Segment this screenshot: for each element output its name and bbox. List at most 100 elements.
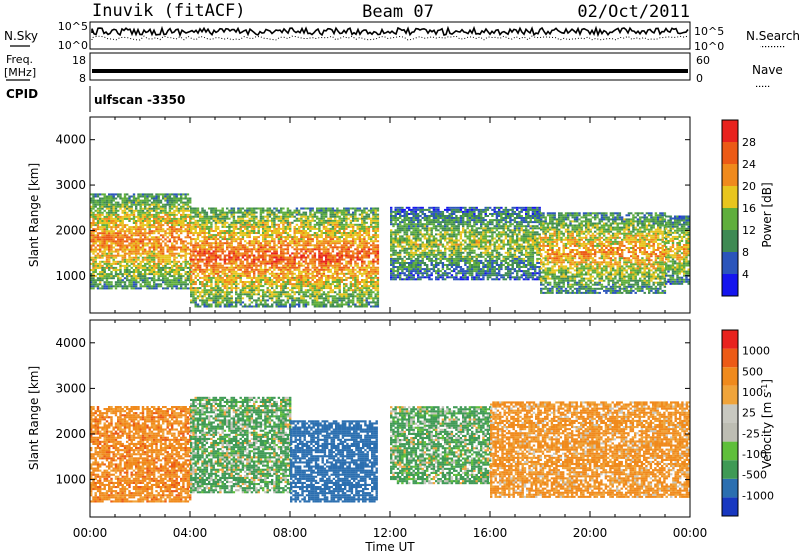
echo-cell xyxy=(235,211,238,214)
echo-cell xyxy=(171,222,174,224)
echo-cell xyxy=(327,248,330,251)
echo-cell xyxy=(356,301,359,304)
echo-cell xyxy=(101,232,104,235)
echo-cell xyxy=(358,301,362,304)
echo-cell xyxy=(343,230,346,232)
echo-cell xyxy=(108,230,111,233)
echo-cell xyxy=(214,283,218,286)
echo-cell xyxy=(374,301,377,304)
echo-cell xyxy=(298,268,301,271)
echo-cell xyxy=(194,289,197,292)
echo-cell xyxy=(201,223,204,226)
echo-cell xyxy=(171,275,174,278)
echo-cell xyxy=(352,254,355,257)
echo-cell xyxy=(201,215,204,218)
echo-cell xyxy=(367,264,371,267)
echo-cell xyxy=(318,242,321,245)
echo-cell xyxy=(280,215,283,218)
echo-cell xyxy=(173,199,176,202)
echo-cell xyxy=(336,270,339,273)
echo-cell xyxy=(168,258,172,261)
echo-cell xyxy=(141,203,145,206)
echo-cell xyxy=(316,266,319,269)
echo-cell xyxy=(126,285,129,288)
echo-cell xyxy=(284,303,287,306)
echo-cell xyxy=(226,244,229,247)
echo-cell xyxy=(298,297,301,300)
echo-cell xyxy=(90,256,93,259)
echo-cell xyxy=(123,232,127,235)
echo-cell xyxy=(354,230,357,232)
echo-cell xyxy=(264,232,267,234)
echo-cell xyxy=(282,215,285,218)
echo-cell xyxy=(205,268,209,271)
echo-cell xyxy=(99,248,102,251)
echo-cell xyxy=(226,279,229,281)
echo-cell xyxy=(266,254,269,257)
echo-cell xyxy=(365,234,368,237)
echo-cell xyxy=(336,213,339,216)
echo-cell xyxy=(257,268,260,271)
echo-cell xyxy=(232,268,236,271)
echo-cell xyxy=(173,203,176,206)
echo-cell xyxy=(141,199,145,202)
echo-cell xyxy=(340,225,344,228)
echo-cell xyxy=(90,273,93,276)
echo-cell xyxy=(327,301,330,304)
echo-cell xyxy=(241,289,245,292)
echo-cell xyxy=(363,285,366,288)
echo-cell xyxy=(280,256,283,259)
echo-cell xyxy=(316,299,319,302)
echo-cell xyxy=(164,195,167,198)
echo-cell xyxy=(325,246,328,249)
echo-cell xyxy=(363,268,366,271)
echo-cell xyxy=(349,287,353,290)
echo-cell xyxy=(139,238,142,241)
echo-cell xyxy=(291,289,294,292)
echo-cell xyxy=(302,236,305,239)
echo-cell xyxy=(268,293,272,296)
echo-cell xyxy=(235,303,238,306)
echo-cell xyxy=(244,272,247,275)
echo-cell xyxy=(175,228,178,231)
echo-cell xyxy=(343,289,346,292)
echo-cell xyxy=(255,242,258,245)
echo-cell xyxy=(248,209,251,212)
echo-cell xyxy=(196,268,200,271)
echo-cell xyxy=(110,220,113,222)
echo-cell xyxy=(253,227,256,230)
echo-cell xyxy=(105,256,109,259)
echo-cell xyxy=(212,287,215,290)
echo-cell xyxy=(376,230,380,232)
echo-cell xyxy=(334,240,337,243)
echo-cell xyxy=(130,236,133,239)
echo-cell xyxy=(139,215,142,218)
echo-cell xyxy=(325,207,328,210)
echo-cell xyxy=(117,283,120,286)
echo-cell xyxy=(135,248,138,251)
echo-cell xyxy=(171,244,174,247)
echo-cell xyxy=(311,256,314,259)
echo-cell xyxy=(340,240,344,243)
echo-cell xyxy=(268,230,272,232)
echo-cell xyxy=(268,283,272,286)
echo-cell xyxy=(376,283,380,286)
echo-cell xyxy=(137,211,140,214)
echo-cell xyxy=(237,258,240,261)
echo-cell xyxy=(114,193,118,196)
echo-cell xyxy=(159,271,163,273)
echo-cell xyxy=(239,211,242,214)
echo-cell xyxy=(365,289,368,292)
echo-cell xyxy=(101,260,104,263)
echo-cell xyxy=(316,211,319,214)
echo-cell xyxy=(208,303,211,306)
echo-cell xyxy=(171,197,174,200)
echo-cell xyxy=(275,287,278,290)
echo-cell xyxy=(166,250,169,253)
echo-cell xyxy=(194,248,197,251)
echo-cell xyxy=(235,219,238,222)
echo-cell xyxy=(253,209,256,212)
echo-cell xyxy=(262,232,265,234)
echo-cell xyxy=(199,211,202,214)
echo-cell xyxy=(166,271,169,273)
